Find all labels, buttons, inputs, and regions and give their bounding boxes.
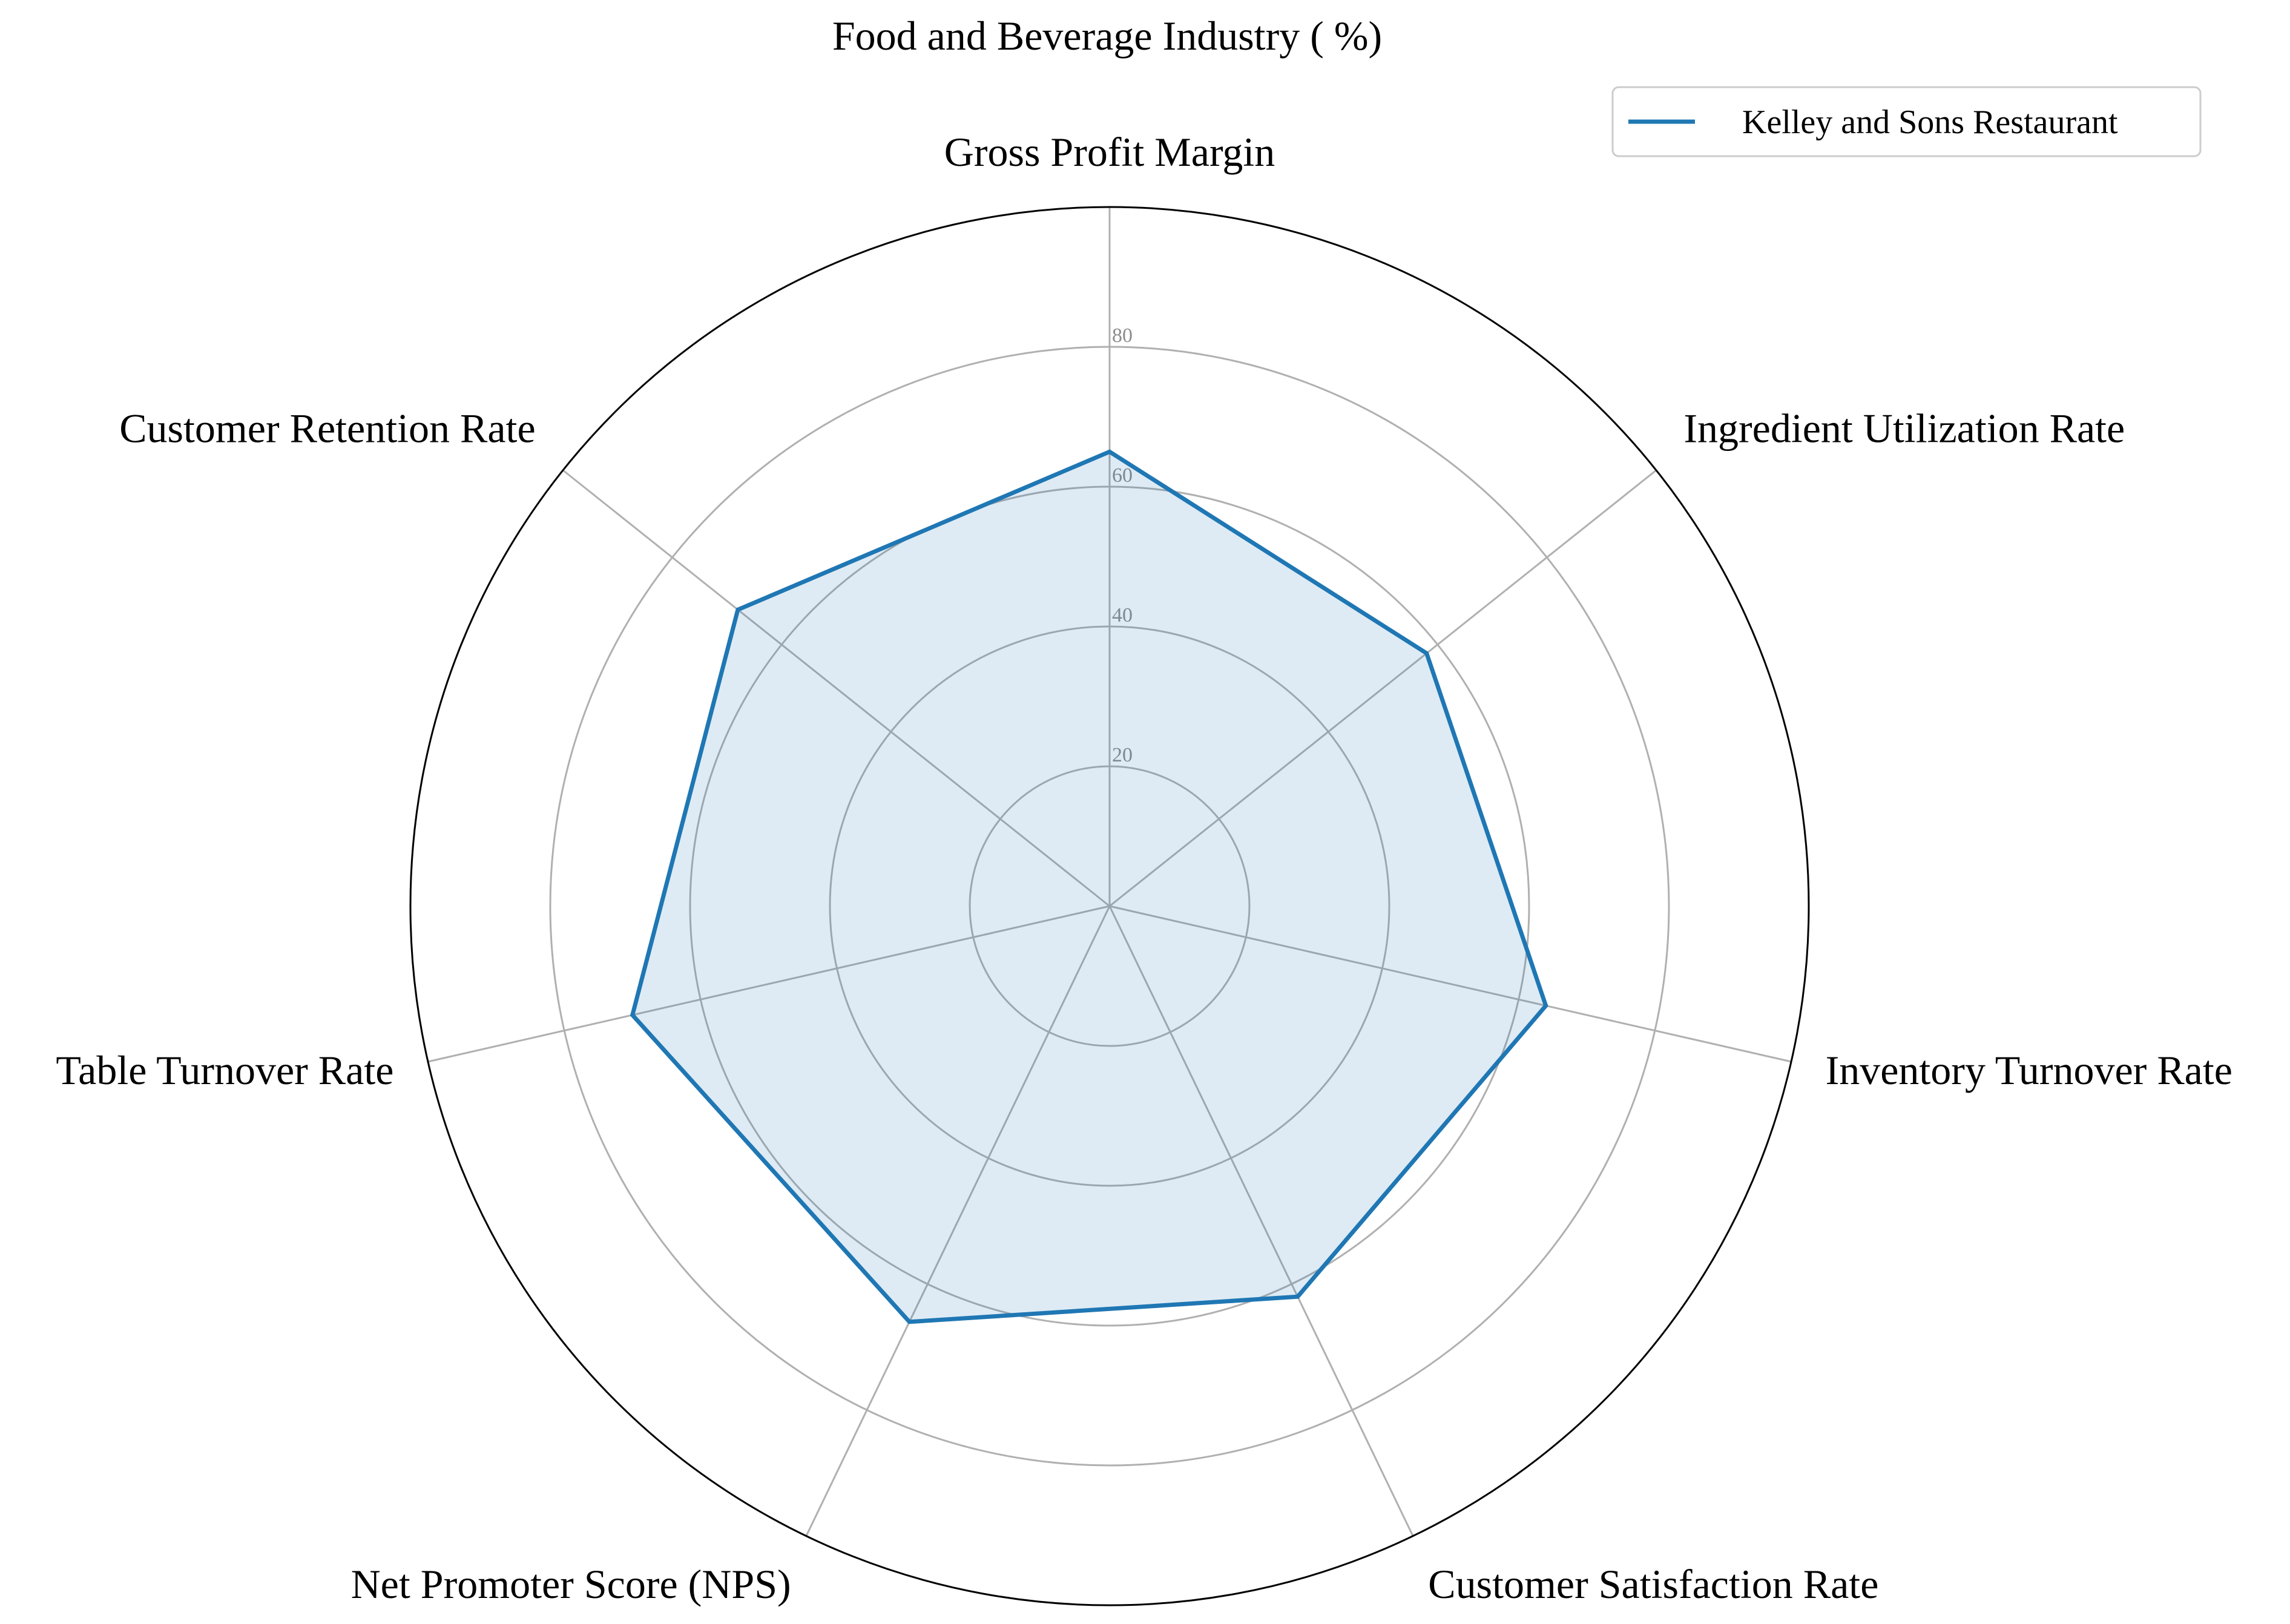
series-point-0-2 [1545,1005,1547,1006]
spoke-5 [427,905,1110,1063]
legend: Kelley and Sons Restaurant [1611,86,2202,157]
series-point-0-4 [909,1321,910,1323]
category-label-0: Gross Profit Margin [944,129,1275,175]
spoke-4 [805,906,1111,1537]
series-point-0-3 [1297,1296,1298,1297]
category-label-6: Customer Retention Rate [119,406,535,452]
series-fill-0 [632,452,1546,1322]
rtick-label-80: 80 [1112,324,1133,347]
spoke-6 [562,469,1110,907]
series-line-0 [630,449,1548,1324]
rtick-label-60: 60 [1112,464,1133,487]
legend-label: Kelley and Sons Restaurant [1742,104,2118,141]
category-labels: Gross Profit Margin Ingredient Utilizatio… [56,129,2232,1607]
outer-frame [409,206,1810,1606]
category-label-3: Customer Satisfaction Rate [1428,1561,1878,1607]
rtick-label-40: 40 [1112,604,1133,626]
category-label-4: Net Promoter Score (NPS) [351,1561,791,1607]
category-label-2: Inventory Turnover Rate [1826,1047,2232,1093]
chart-title: Food and Beverage Industry ( %) [832,13,1382,59]
series-layer [630,449,1548,1324]
series-point-0-6 [737,609,739,610]
series-point-0-1 [1426,653,1427,654]
spoke-3 [1108,906,1414,1537]
radial-ticks: 20 40 60 80 [1112,324,1133,766]
legend-frame [1611,86,2202,157]
rtick-label-20: 20 [1112,744,1133,766]
radar-grid [409,206,1810,1606]
category-label-1: Ingredient Utilization Rate [1683,406,2125,452]
series-point-0-5 [632,1014,633,1016]
category-label-5: Table Turnover Rate [56,1047,393,1093]
series-point-0-0 [1109,451,1110,452]
spoke-1 [1109,469,1657,907]
spoke-2 [1109,905,1792,1063]
